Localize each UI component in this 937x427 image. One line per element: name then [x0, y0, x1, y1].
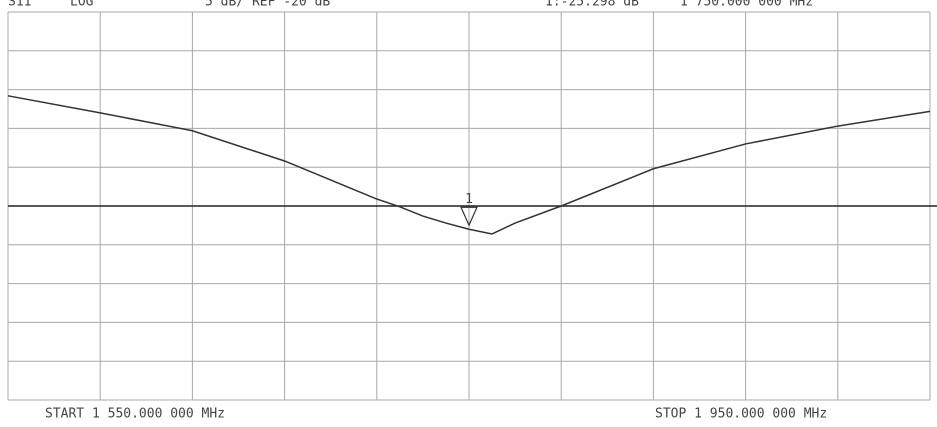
- marker-triangle: [460, 206, 478, 227]
- marker-readout: 1:-25.298 dB: [545, 0, 639, 10]
- start-label: START 1 550.000 000 MHz: [45, 407, 225, 422]
- trace: [7, 95, 931, 235]
- marker-label: 1: [465, 192, 473, 207]
- header-text: 5 dB/ REF -20 dB: [205, 0, 330, 10]
- header-text: S11: [8, 0, 31, 10]
- header-text: LOG: [70, 0, 94, 10]
- stop-label: STOP 1 950.000 000 MHz: [655, 407, 827, 422]
- marker-readout: 1 750.000 000 MHz: [680, 0, 813, 10]
